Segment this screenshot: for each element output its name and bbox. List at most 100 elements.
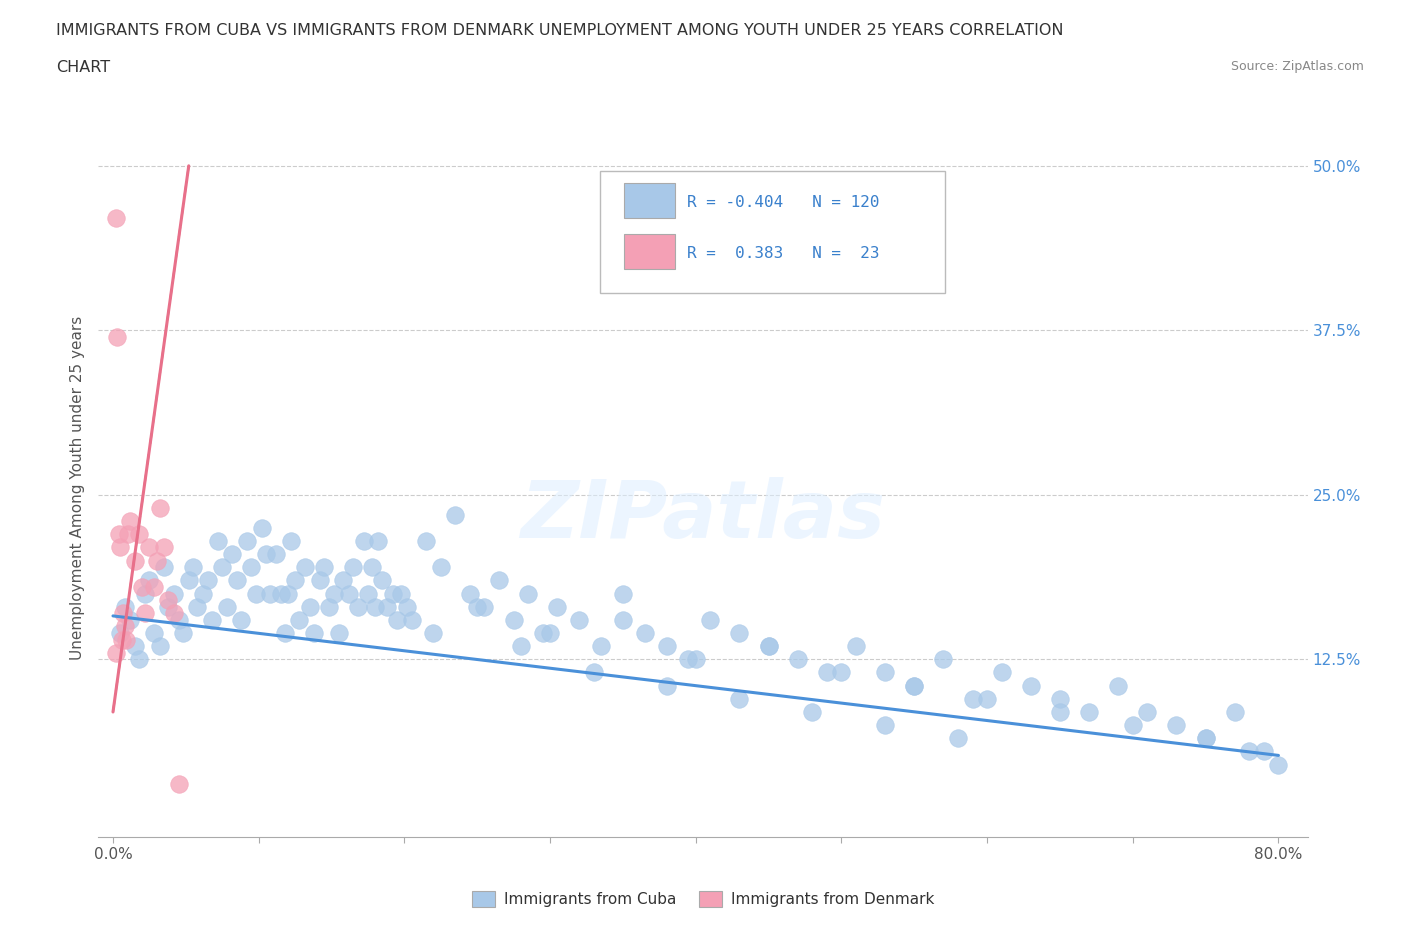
Point [108, 527, 131, 542]
Point [1166, 718, 1188, 733]
Point [240, 560, 263, 575]
Point [114, 619, 136, 634]
Point [612, 613, 634, 628]
Point [294, 560, 316, 575]
Text: Source: ZipAtlas.com: Source: ZipAtlas.com [1230, 60, 1364, 73]
Point [284, 573, 307, 588]
Point [990, 665, 1012, 680]
Point [163, 605, 186, 620]
Point [211, 560, 233, 575]
Point [976, 691, 998, 706]
Point [124, 639, 146, 654]
Point [138, 540, 160, 555]
Point [270, 586, 292, 601]
Point [181, 560, 204, 575]
Point [845, 639, 868, 654]
Point [786, 652, 808, 667]
Point [634, 626, 657, 641]
Point [946, 731, 969, 746]
Point [655, 639, 678, 654]
Point [1049, 705, 1071, 720]
Point [728, 691, 751, 706]
Point [699, 613, 721, 628]
Point [105, 329, 128, 344]
Point [465, 599, 488, 614]
Point [962, 691, 984, 706]
Point [288, 613, 311, 628]
Point [815, 665, 838, 680]
Point [488, 573, 510, 588]
Point [128, 652, 150, 667]
Point [538, 626, 561, 641]
Text: R =  0.383   N =  23: R = 0.383 N = 23 [688, 246, 880, 260]
Point [134, 586, 156, 601]
Point [142, 626, 165, 641]
Point [110, 540, 132, 555]
Point [367, 534, 389, 549]
Point [110, 626, 132, 641]
Point [364, 599, 387, 614]
Point [167, 613, 190, 628]
Point [429, 560, 451, 575]
Legend: Immigrants from Cuba, Immigrants from Denmark: Immigrants from Cuba, Immigrants from De… [465, 884, 941, 913]
Point [149, 639, 172, 654]
Point [117, 527, 139, 542]
Point [120, 513, 142, 528]
Point [568, 613, 591, 628]
Point [298, 599, 321, 614]
Point [138, 573, 160, 588]
Point [1239, 744, 1261, 759]
Point [342, 560, 364, 575]
Text: R = -0.404   N = 120: R = -0.404 N = 120 [688, 194, 880, 210]
Point [124, 553, 146, 568]
Point [231, 613, 253, 628]
Point [375, 599, 398, 614]
Point [1019, 678, 1042, 693]
Point [193, 586, 215, 601]
Point [353, 534, 375, 549]
Point [758, 639, 780, 654]
Point [236, 534, 259, 549]
Point [197, 573, 219, 588]
Point [875, 718, 897, 733]
Point [678, 652, 700, 667]
Point [830, 665, 852, 680]
Point [115, 632, 138, 647]
Point [104, 211, 127, 226]
Point [357, 586, 380, 601]
Point [875, 665, 897, 680]
Point [277, 586, 299, 601]
Point [1136, 705, 1159, 720]
Point [371, 573, 394, 588]
Point [903, 678, 925, 693]
Point [1253, 744, 1275, 759]
Point [361, 560, 384, 575]
Point [346, 599, 368, 614]
Point [1194, 731, 1216, 746]
Point [422, 626, 444, 641]
Point [582, 665, 605, 680]
Point [509, 639, 531, 654]
Point [531, 626, 554, 641]
Point [474, 599, 496, 614]
Point [308, 573, 330, 588]
Point [264, 547, 287, 562]
Text: IMMIGRANTS FROM CUBA VS IMMIGRANTS FROM DENMARK UNEMPLOYMENT AMONG YOUTH UNDER 2: IMMIGRANTS FROM CUBA VS IMMIGRANTS FROM … [56, 23, 1064, 38]
Point [153, 540, 176, 555]
Point [120, 613, 142, 628]
Text: CHART: CHART [56, 60, 110, 75]
Point [104, 645, 127, 660]
FancyBboxPatch shape [624, 183, 675, 218]
Point [415, 534, 437, 549]
Point [1049, 691, 1071, 706]
Point [391, 586, 413, 601]
Point [254, 547, 277, 562]
Point [396, 599, 419, 614]
Point [215, 599, 238, 614]
Point [186, 599, 208, 614]
Point [655, 678, 678, 693]
Point [801, 705, 824, 720]
Point [280, 534, 302, 549]
Point [444, 507, 467, 522]
Point [314, 560, 336, 575]
